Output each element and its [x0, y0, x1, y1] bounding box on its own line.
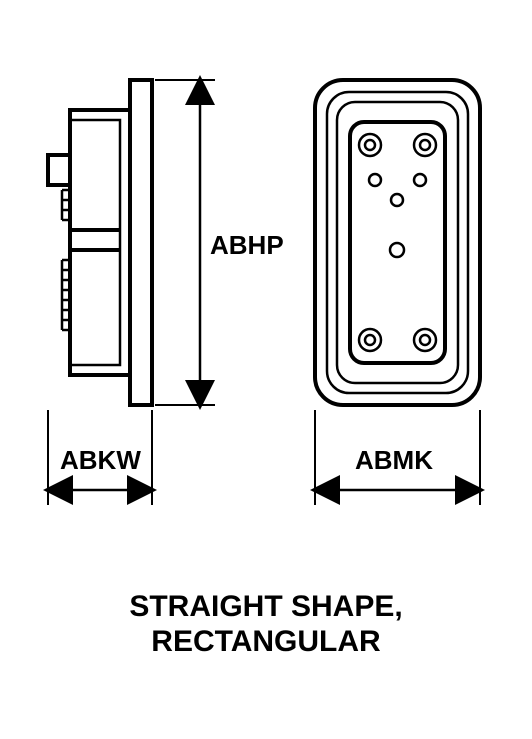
caption-line-2: RECTANGULAR: [0, 625, 532, 659]
label-abkw: ABKW: [60, 445, 141, 476]
front-view: [315, 80, 480, 405]
label-abhp: ABHP: [210, 230, 284, 261]
technical-drawing: ABHP ABKW ABMK: [40, 50, 490, 520]
caption-line-1: STRAIGHT SHAPE,: [0, 590, 532, 624]
dimension-abhp: [155, 80, 215, 405]
label-abmk: ABMK: [355, 445, 433, 476]
side-view: [48, 80, 152, 405]
